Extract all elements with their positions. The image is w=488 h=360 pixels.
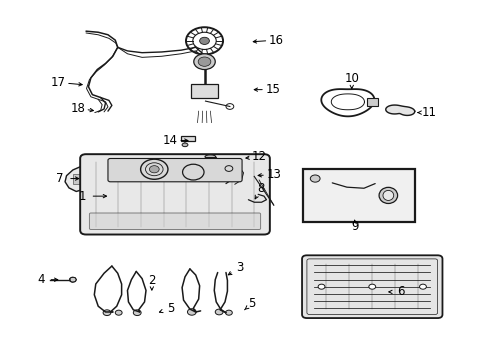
Text: 15: 15 <box>265 83 280 96</box>
Circle shape <box>419 284 426 289</box>
Text: 4: 4 <box>37 273 44 286</box>
Bar <box>303 168 414 222</box>
Text: 12: 12 <box>251 150 266 163</box>
FancyBboxPatch shape <box>108 158 242 182</box>
Circle shape <box>149 166 159 173</box>
Text: 6: 6 <box>396 285 404 298</box>
Ellipse shape <box>182 143 187 147</box>
Circle shape <box>198 57 210 66</box>
Text: 5: 5 <box>166 302 174 315</box>
Bar <box>190 84 218 98</box>
Circle shape <box>215 309 223 315</box>
Text: 11: 11 <box>421 106 435 119</box>
Circle shape <box>225 310 232 315</box>
Text: 8: 8 <box>256 183 264 195</box>
Circle shape <box>318 284 325 289</box>
Bar <box>73 174 85 184</box>
FancyBboxPatch shape <box>302 255 442 318</box>
Polygon shape <box>65 166 88 192</box>
FancyBboxPatch shape <box>80 154 269 234</box>
Text: 17: 17 <box>51 76 65 89</box>
Text: 16: 16 <box>268 33 283 47</box>
Circle shape <box>193 54 215 69</box>
Text: 3: 3 <box>235 261 243 274</box>
Text: 1: 1 <box>79 190 86 203</box>
Circle shape <box>133 310 141 316</box>
Text: 10: 10 <box>344 72 359 85</box>
Text: 7: 7 <box>56 172 64 185</box>
Text: 14: 14 <box>163 134 178 147</box>
Ellipse shape <box>382 190 393 201</box>
Circle shape <box>103 310 111 316</box>
Text: 9: 9 <box>350 220 358 233</box>
Bar <box>204 157 215 165</box>
Circle shape <box>115 310 122 315</box>
Ellipse shape <box>204 163 215 167</box>
Circle shape <box>69 277 76 282</box>
Ellipse shape <box>204 155 215 158</box>
Circle shape <box>187 309 196 315</box>
FancyBboxPatch shape <box>89 213 260 229</box>
Bar <box>181 135 194 141</box>
Circle shape <box>368 284 375 289</box>
Polygon shape <box>385 105 414 116</box>
Bar <box>366 98 377 106</box>
Text: 2: 2 <box>148 274 155 287</box>
Ellipse shape <box>378 187 397 203</box>
Text: 5: 5 <box>247 297 255 310</box>
Circle shape <box>199 37 209 44</box>
Text: 13: 13 <box>266 168 281 181</box>
Circle shape <box>310 175 320 182</box>
Text: 18: 18 <box>70 102 85 115</box>
